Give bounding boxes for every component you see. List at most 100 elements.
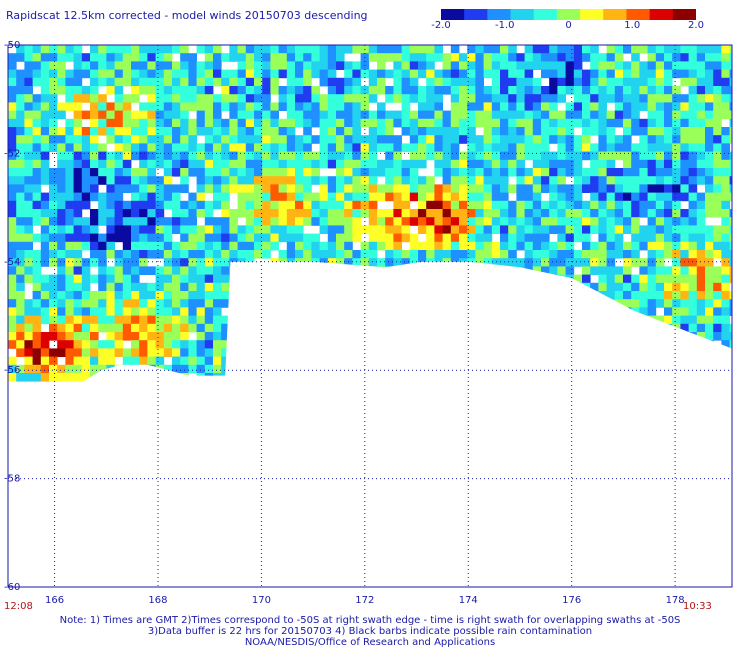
heatmap-cell (90, 86, 99, 95)
heatmap-cell (65, 348, 74, 357)
heatmap-cell (598, 225, 607, 234)
heatmap-cell (98, 192, 107, 202)
heatmap-cell (598, 217, 607, 226)
heatmap-cell (573, 233, 583, 243)
heatmap-cell (196, 282, 206, 292)
heatmap-cell (418, 348, 427, 357)
heatmap-cell (647, 192, 657, 202)
heatmap-cell (672, 217, 681, 226)
heatmap-cell (98, 291, 107, 300)
heatmap-cell (245, 233, 255, 243)
heatmap-cell (327, 110, 337, 120)
heatmap-cell (729, 332, 732, 341)
heatmap-cell (147, 209, 156, 218)
heatmap-cell (254, 225, 263, 234)
heatmap-cell (655, 168, 665, 177)
heatmap-cell (500, 45, 509, 54)
heatmap-cell (245, 168, 255, 177)
heatmap-cell (262, 373, 271, 382)
heatmap-cell (508, 69, 517, 79)
heatmap-cell (163, 241, 173, 251)
heatmap-cell (204, 143, 214, 152)
heatmap-cell (377, 266, 386, 275)
heatmap-cell (549, 373, 558, 382)
heatmap-cell (319, 340, 329, 349)
heatmap-cell (213, 266, 222, 275)
heatmap-cell (696, 356, 706, 366)
heatmap-cell (598, 135, 607, 144)
heatmap-cell (73, 225, 83, 234)
heatmap-cell (705, 225, 714, 234)
heatmap-cell (459, 307, 468, 316)
colorbar-tick-label: 2.0 (688, 20, 704, 31)
heatmap-cell (286, 332, 296, 341)
heatmap-cell (8, 127, 17, 136)
heatmap-cell (516, 159, 525, 169)
heatmap-cell (639, 94, 648, 103)
heatmap-cell (40, 77, 50, 87)
heatmap-cell (606, 258, 616, 267)
heatmap-cell (418, 315, 427, 325)
heatmap-cell (631, 184, 640, 193)
heatmap-cell (623, 61, 632, 70)
heatmap-cell (245, 356, 255, 366)
heatmap-cell (131, 217, 140, 226)
heatmap-cell (278, 102, 288, 111)
heatmap-cell (65, 291, 74, 300)
heatmap-cell (147, 77, 156, 87)
heatmap-cell (582, 77, 591, 87)
heatmap-cell (155, 110, 165, 120)
heatmap-cell (295, 225, 304, 234)
heatmap-cell (163, 250, 173, 259)
heatmap-cell (57, 45, 66, 54)
heatmap-cell (286, 258, 296, 267)
heatmap-cell (393, 315, 402, 325)
heatmap-cell (434, 77, 443, 87)
heatmap-cell (508, 282, 517, 292)
heatmap-cell (8, 168, 17, 177)
heatmap-cell (582, 127, 591, 136)
heatmap-cell (631, 299, 640, 308)
heatmap-cell (450, 373, 460, 382)
heatmap-cell (557, 315, 566, 325)
heatmap-cell (647, 258, 657, 267)
heatmap-cell (81, 127, 91, 136)
heatmap-cell (254, 192, 263, 202)
heatmap-cell (557, 45, 566, 54)
heatmap-cell (262, 340, 271, 349)
heatmap-cell (131, 200, 140, 210)
heatmap-cell (450, 151, 460, 161)
heatmap-cell (237, 258, 247, 267)
heatmap-cell (524, 200, 534, 210)
heatmap-cell (532, 323, 542, 333)
heatmap-cell (639, 282, 648, 292)
heatmap-cell (65, 250, 74, 259)
heatmap-cell (614, 315, 624, 325)
heatmap-cell (213, 69, 222, 79)
heatmap-cell (598, 53, 607, 62)
heatmap-cell (90, 53, 99, 62)
heatmap-cell (508, 233, 517, 243)
heatmap-cell (360, 94, 370, 103)
heatmap-cell (418, 184, 427, 193)
heatmap-cell (442, 282, 452, 292)
colorbar-swatch (672, 9, 696, 20)
heatmap-cell (8, 200, 17, 210)
heatmap-cell (475, 332, 484, 341)
heatmap-cell (319, 323, 329, 333)
heatmap-cell (254, 250, 263, 259)
heatmap-cell (311, 373, 320, 382)
heatmap-cell (664, 53, 673, 62)
heatmap-cell (278, 299, 288, 308)
heatmap-cell (664, 102, 673, 111)
heatmap-cell (532, 143, 542, 152)
heatmap-cell (442, 69, 452, 79)
heatmap-cell (229, 340, 238, 349)
heatmap-cell (163, 307, 173, 316)
heatmap-cell (196, 233, 206, 243)
heatmap-cell (606, 323, 616, 333)
heatmap-cell (590, 373, 599, 382)
heatmap-cell (245, 110, 255, 120)
heatmap-cell (696, 225, 706, 234)
heatmap-cell (40, 45, 50, 54)
